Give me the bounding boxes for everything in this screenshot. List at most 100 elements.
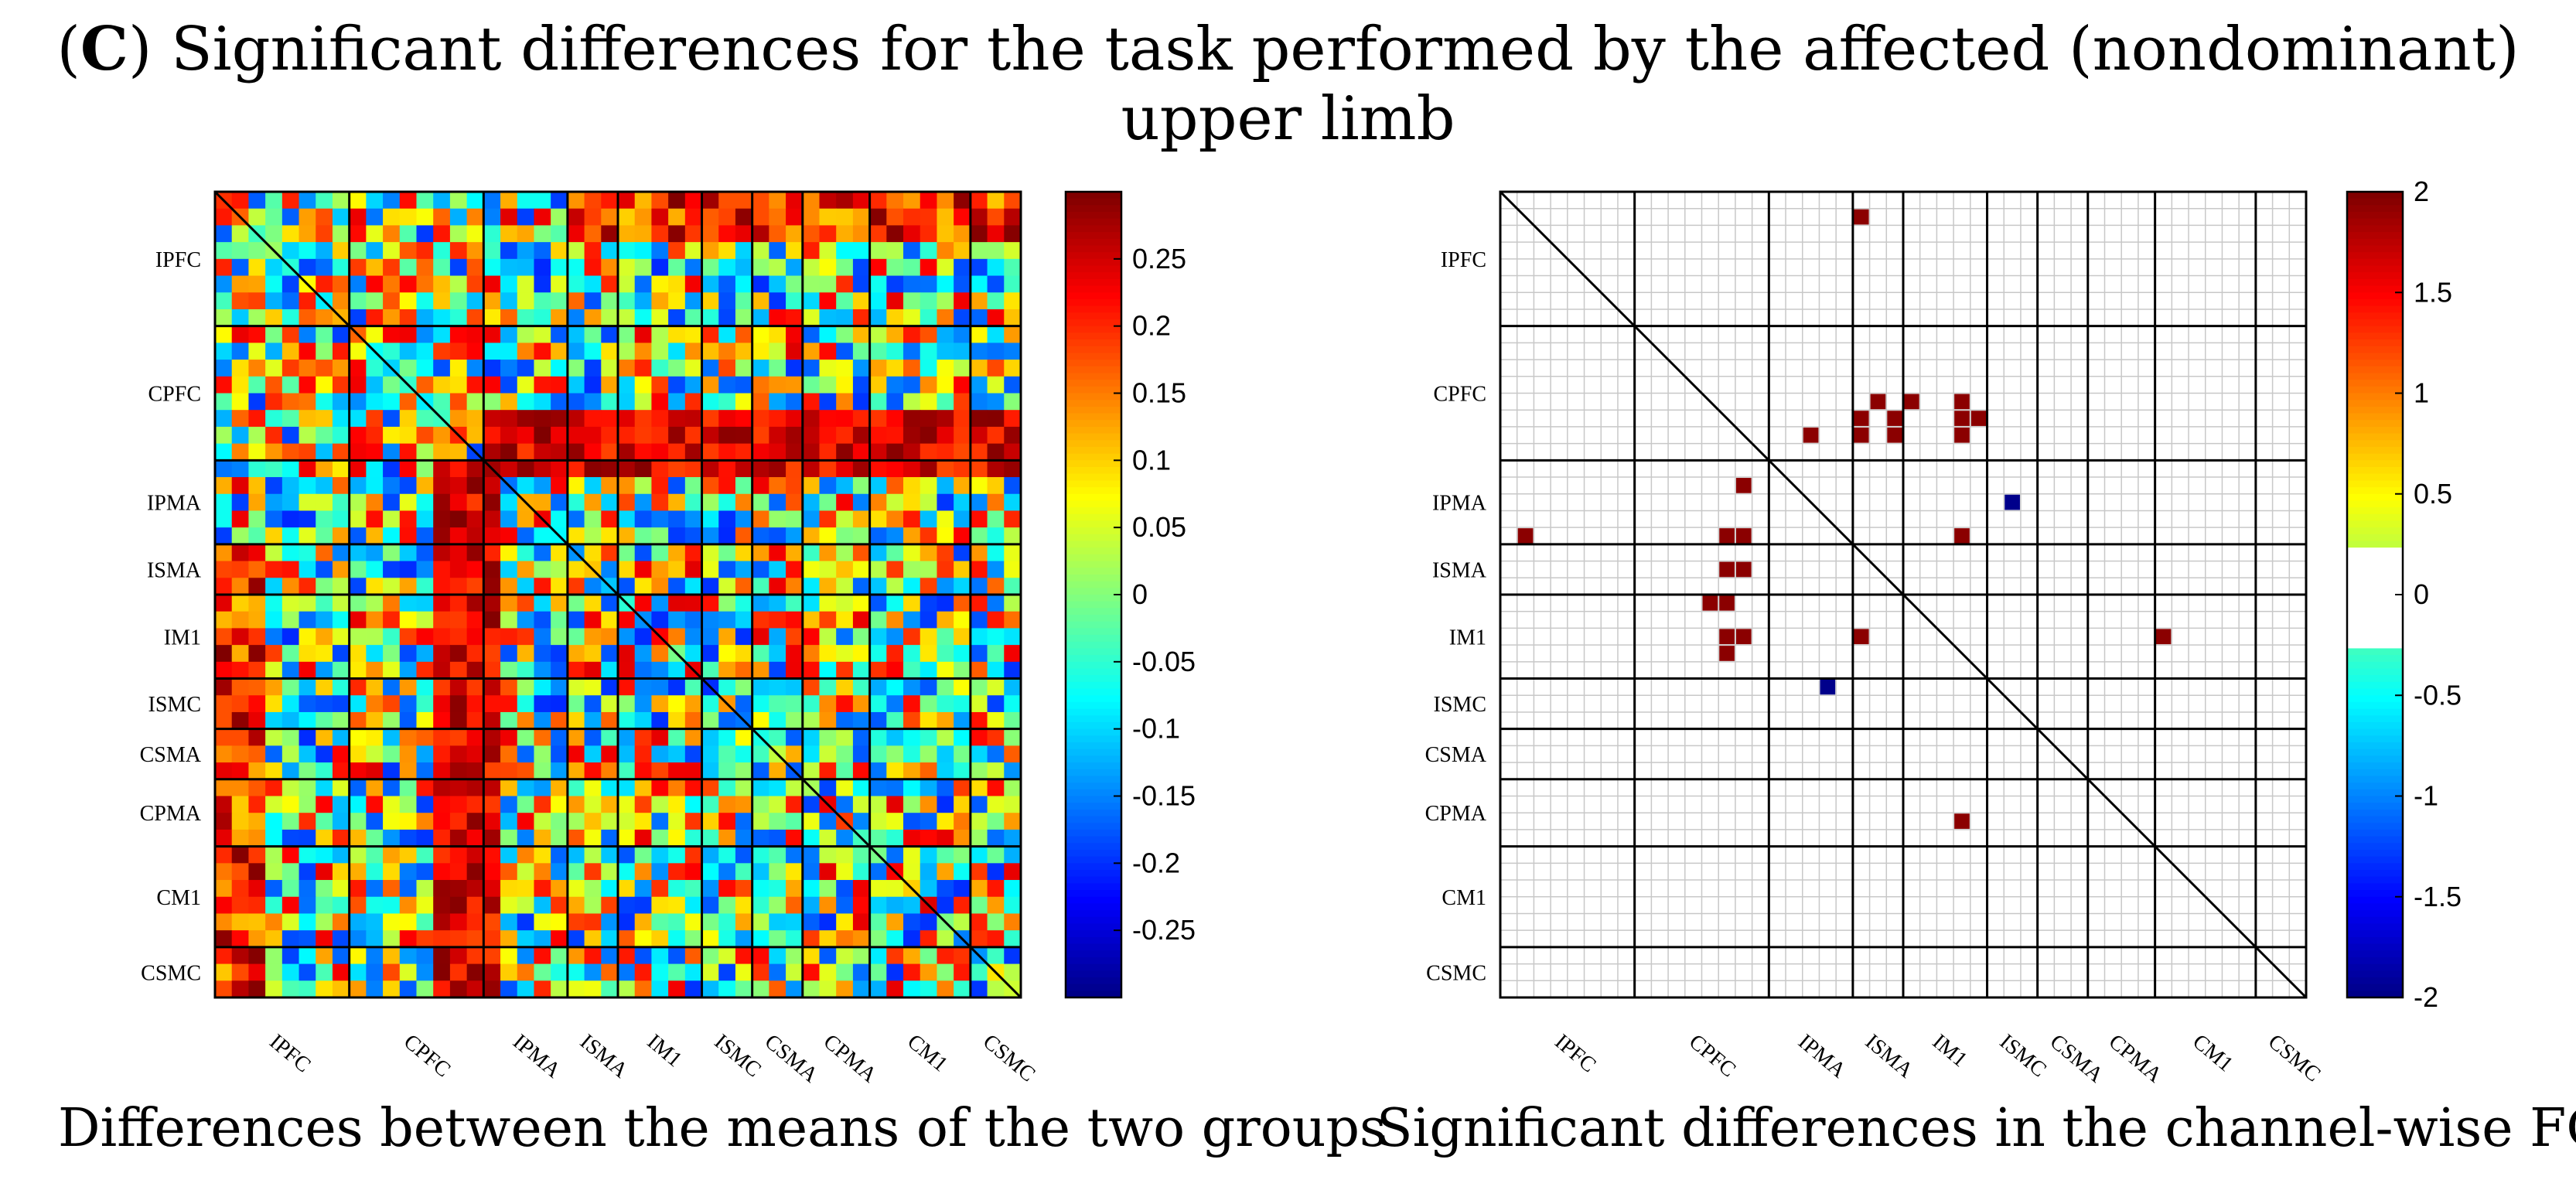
- heatmap-cell: [349, 527, 367, 545]
- heatmap-cell: [383, 258, 401, 277]
- heatmap-cell: [332, 360, 350, 377]
- heatmap-cell: [869, 779, 887, 797]
- heatmap-cell: [954, 426, 971, 445]
- colorbar-swatch: [1066, 809, 1121, 817]
- heatmap-cell: [316, 326, 333, 343]
- heatmap-cell: [500, 863, 518, 881]
- heatmap-cell: [819, 443, 837, 461]
- heatmap-cell: [937, 745, 954, 763]
- colorbar-swatch: [2347, 285, 2403, 294]
- heatmap-cell: [316, 946, 333, 965]
- heatmap-cell: [399, 880, 418, 898]
- heatmap-cell: [769, 896, 786, 915]
- colorbar-swatch: [2347, 903, 2403, 912]
- heatmap-cell: [551, 460, 568, 478]
- heatmap-cell: [449, 661, 468, 680]
- colorbar-swatch: [1066, 635, 1121, 643]
- heatmap-cell: [416, 544, 434, 562]
- heatmap-cell: [668, 628, 686, 646]
- heatmap-cell: [668, 829, 686, 847]
- heatmap-cell: [634, 745, 653, 763]
- heatmap-cell: [332, 863, 350, 881]
- heatmap-cell: [399, 963, 418, 981]
- heatmap-cell: [836, 661, 854, 680]
- heatmap-cell: [231, 460, 250, 478]
- heatmap-cell: [903, 796, 921, 813]
- heatmap-cell: [701, 309, 719, 327]
- heatmap-cell: [551, 595, 568, 612]
- colorbar-swatch: [1066, 728, 1121, 737]
- colorbar-swatch: [2347, 467, 2403, 475]
- heatmap-cell: [332, 443, 350, 461]
- heatmap-cell: [1004, 678, 1022, 696]
- heatmap-cell: [215, 661, 233, 680]
- heatmap-cell: [1004, 493, 1022, 512]
- heatmap-cell: [802, 544, 821, 562]
- x-tick-label: ISMC: [710, 1030, 766, 1083]
- heatmap-cell: [684, 510, 703, 528]
- heatmap-cell: [970, 578, 988, 595]
- heatmap-cell: [231, 711, 250, 730]
- heatmap-cell: [987, 829, 1005, 847]
- heatmap-cell: [349, 896, 367, 915]
- heatmap-cell: [920, 493, 938, 512]
- heatmap-cell: [752, 527, 769, 545]
- colorbar-swatch: [1066, 473, 1121, 482]
- heatmap-cell: [231, 360, 250, 377]
- colorbar-swatch: [1066, 735, 1121, 744]
- heatmap-cell: [651, 242, 669, 260]
- heatmap-cell: [534, 946, 551, 965]
- heatmap-cell: [987, 645, 1005, 663]
- heatmap-cell: [584, 711, 602, 730]
- heatmap-cell: [332, 930, 350, 948]
- colorbar-swatch: [2347, 513, 2403, 522]
- heatmap-cell: [383, 426, 401, 445]
- heatmap-cell: [634, 678, 653, 696]
- colorbar-swatch: [2347, 232, 2403, 240]
- heatmap-cell: [601, 410, 619, 428]
- heatmap-cell: [567, 762, 585, 780]
- heatmap-cell: [903, 393, 921, 411]
- heatmap-cell: [634, 510, 653, 528]
- heatmap-cell: [449, 410, 468, 428]
- heatmap-cell: [248, 561, 266, 578]
- heatmap-cell: [332, 678, 350, 696]
- heatmap-cell: [684, 309, 703, 327]
- x-tick-label: IM1: [643, 1030, 687, 1072]
- heatmap-cell: [567, 426, 585, 445]
- heatmap-cell: [231, 946, 250, 965]
- colorbar-swatch: [2347, 721, 2403, 730]
- heatmap-cell: [954, 728, 971, 746]
- heatmap-cell: [836, 930, 854, 948]
- heatmap-cell: [584, 661, 602, 680]
- heatmap-cell: [618, 913, 636, 931]
- heatmap-cell: [281, 846, 300, 864]
- heatmap-cell: [215, 426, 233, 445]
- heatmap-cell: [534, 595, 551, 612]
- heatmap-cell: [383, 510, 401, 528]
- heatmap-cell: [483, 813, 501, 830]
- heatmap-cell: [769, 258, 786, 277]
- heatmap-cell: [769, 309, 786, 327]
- x-tick-label: IPMA: [508, 1030, 565, 1083]
- colorbar-swatch: [2347, 238, 2403, 247]
- heatmap-cell: [551, 611, 568, 629]
- colorbar-swatch: [1066, 547, 1121, 555]
- heatmap-cell: [852, 275, 871, 293]
- heatmap-cell: [248, 728, 266, 746]
- heatmap-cell: [836, 762, 854, 780]
- significant-cell: [1954, 528, 1970, 544]
- heatmap-cell: [869, 561, 887, 578]
- heatmap-cell: [684, 762, 703, 780]
- colorbar-swatch: [2347, 890, 2403, 898]
- heatmap-cell: [718, 645, 736, 663]
- heatmap-cell: [634, 493, 653, 512]
- heatmap-cell: [483, 477, 501, 495]
- heatmap-cell: [551, 275, 568, 293]
- heatmap-cell: [987, 527, 1005, 545]
- heatmap-cell: [987, 493, 1005, 512]
- heatmap-cell: [215, 343, 233, 360]
- heatmap-cell: [970, 393, 988, 411]
- heatmap-cell: [316, 493, 333, 512]
- heatmap-cell: [937, 527, 954, 545]
